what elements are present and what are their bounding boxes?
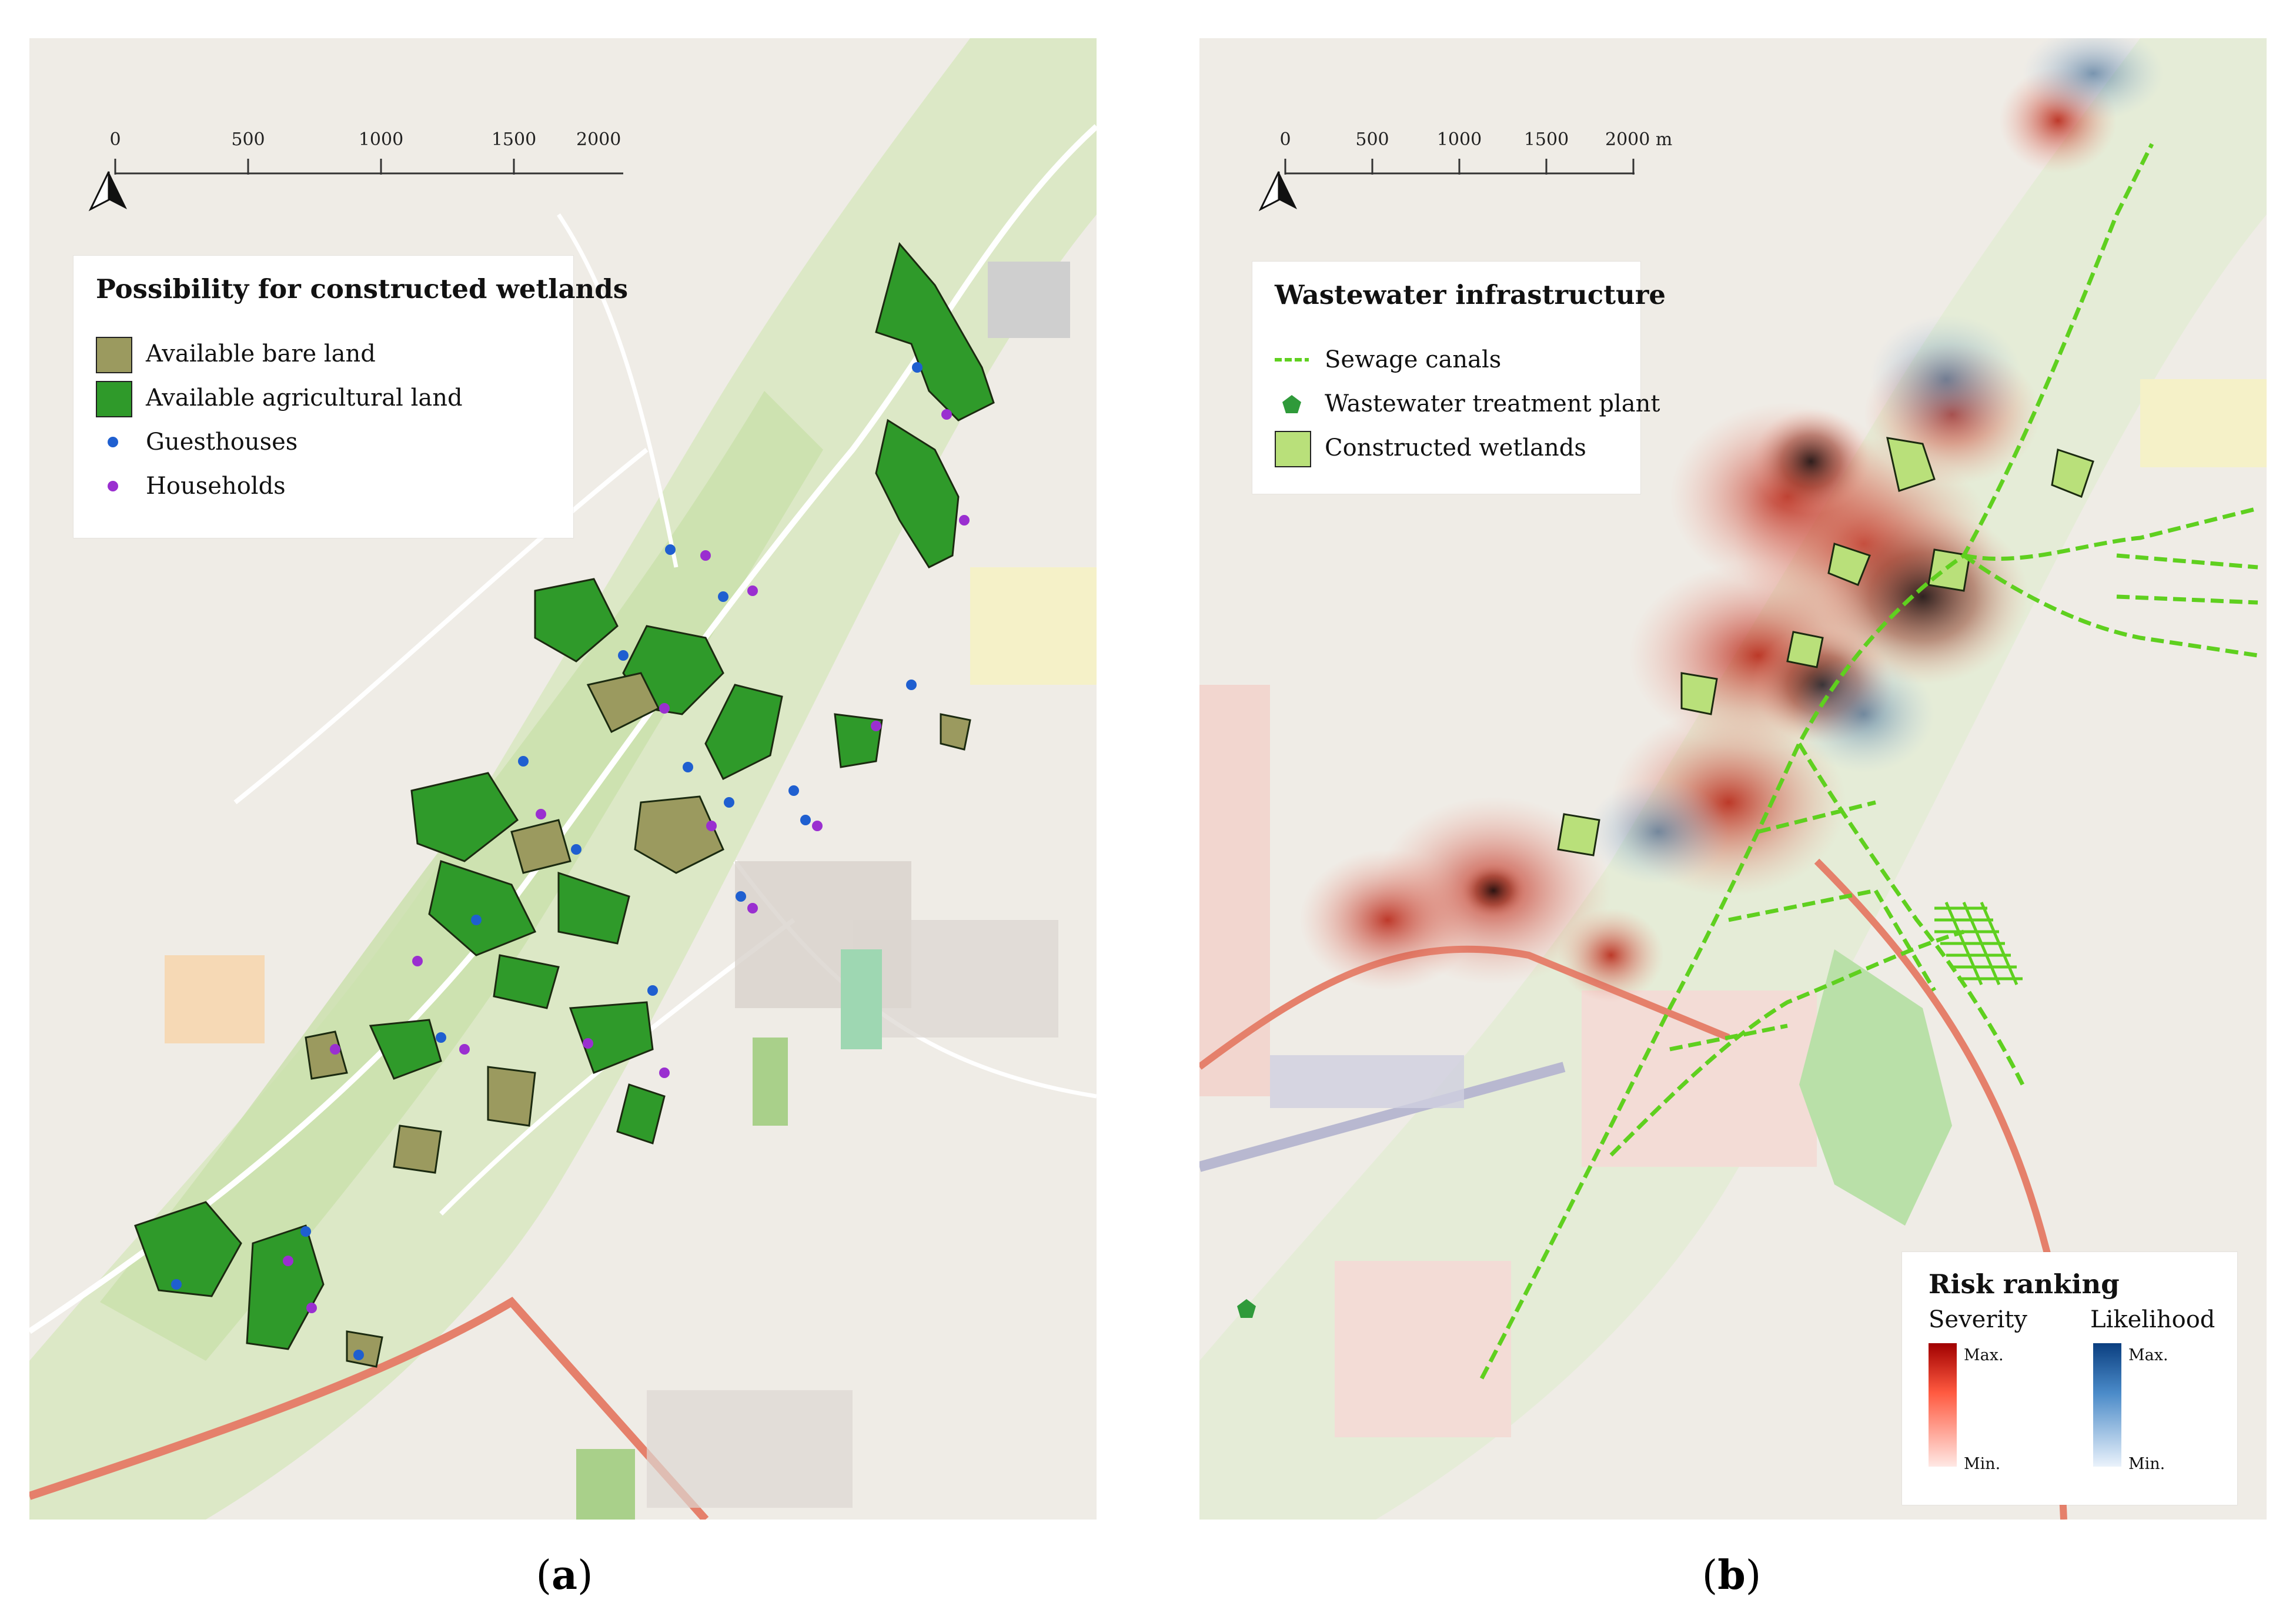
sewage-canal-line-icon [1275,343,1309,377]
basemap-a [29,38,1097,1520]
scale-bar: 0 500 1000 1500 2000 m [109,129,623,175]
scale-tick-1000: 1000 [1437,129,1482,150]
pentagon-icon [1275,387,1309,421]
scale-tick-1500: 1500 [492,129,536,150]
legend-item-households: Households [96,464,566,506]
basemap-b [1199,38,2267,1520]
map-panel-b: 0 500 1000 1500 2000 m Wastewater infras… [1199,38,2267,1520]
guesthouse-dot-icon [96,425,130,459]
legend-wetlands: Possibility for constructed wetlands Ava… [73,256,628,538]
caption-b: (b) [1702,1552,1762,1599]
scale-tick-1500: 1500 [1524,129,1569,150]
scale-bar: 0 500 1000 1500 2000 m [1279,129,1672,175]
likelihood-min-label: Min. [2128,1455,2165,1473]
north-arrow-icon [88,171,127,212]
agricultural-land-swatch [96,381,132,417]
scale-tick-0: 0 [1279,129,1291,150]
scale-tick-1000: 1000 [359,129,403,150]
scale-tick-500: 500 [231,129,265,150]
likelihood-max-label: Max. [2128,1346,2168,1364]
severity-max-label: Max. [1964,1346,2004,1364]
household-dot-icon [96,469,130,503]
severity-ramp [1929,1343,1957,1467]
wetland-swatch [1275,431,1311,467]
scale-tick-0: 0 [109,129,121,150]
legend-item-treatment-plant: Wastewater treatment plant [1275,382,1745,423]
legend-item-sewage-canals: Sewage canals [1275,338,1745,379]
legend-title: Possibility for constructed wetlands [96,273,629,304]
bare-land-swatch [96,337,132,373]
north-arrow-icon [1258,171,1297,212]
treatment-plant-icon [1237,1299,1256,1318]
legend-item-bare-land: Available bare land [96,332,566,373]
scale-tick-500: 500 [1355,129,1389,150]
legend-wastewater: Wastewater infrastructure Sewage canals … [1252,262,1666,494]
legend-title: Wastewater infrastructure [1275,279,1666,310]
legend-item-guesthouses: Guesthouses [96,420,566,461]
scale-tick-2000: 2000 m [576,129,623,150]
scale-tick-2000: 2000 m [1605,129,1672,150]
severity-label: Severity [1929,1306,2027,1333]
likelihood-ramp [2093,1343,2121,1467]
map-panel-a: 0 500 1000 1500 2000 m Possibility for c… [29,38,1097,1520]
caption-a: (a) [536,1552,593,1599]
legend-risk-ranking: Risk ranking Severity Likelihood Max. Mi… [1902,1252,2237,1505]
severity-min-label: Min. [1964,1455,2001,1473]
risk-title: Risk ranking [1929,1269,2120,1300]
legend-item-agricultural-land: Available agricultural land [96,376,566,417]
likelihood-label: Likelihood [2090,1306,2215,1333]
legend-item-constructed-wetlands: Constructed wetlands [1275,426,1745,467]
